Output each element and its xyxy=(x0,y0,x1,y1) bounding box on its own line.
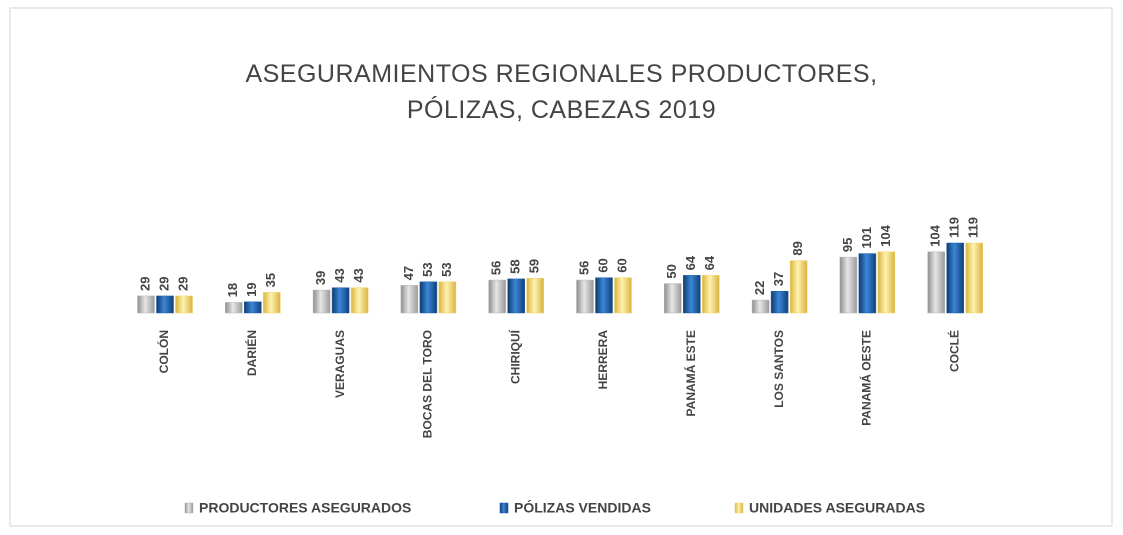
bar xyxy=(789,260,808,314)
x-tick-label: VERAGUAS xyxy=(333,330,347,398)
bar xyxy=(400,285,419,314)
legend-label: PRODUCTORES ASEGURADOS xyxy=(199,500,411,516)
value-label: 56 xyxy=(576,261,591,275)
bar xyxy=(576,279,594,314)
bar xyxy=(877,251,896,314)
bar xyxy=(702,275,720,314)
legend-label: PÓLIZAS VENDIDAS xyxy=(514,499,651,516)
value-label: 95 xyxy=(840,238,855,252)
value-label: 22 xyxy=(752,281,767,295)
chart-title: ASEGURAMIENTOS REGIONALES PRODUCTORES, P… xyxy=(245,60,878,124)
x-tick-label: LOS SANTOS xyxy=(772,330,786,408)
value-label: 58 xyxy=(508,259,523,273)
bar xyxy=(175,295,193,314)
bar xyxy=(225,302,243,314)
value-label: 29 xyxy=(175,276,190,290)
value-label: 35 xyxy=(263,273,278,287)
value-label: 119 xyxy=(947,217,962,238)
bar xyxy=(137,295,155,314)
value-label: 53 xyxy=(420,262,435,276)
value-label: 19 xyxy=(244,282,259,296)
value-label: 60 xyxy=(595,258,610,272)
value-label: 59 xyxy=(527,259,542,273)
bar xyxy=(156,295,174,314)
bar xyxy=(965,242,983,314)
bar xyxy=(526,278,544,314)
value-label: 47 xyxy=(401,266,416,280)
chart-frame xyxy=(9,7,1113,527)
bar xyxy=(683,275,701,314)
value-label: 101 xyxy=(859,227,874,249)
bar xyxy=(946,242,964,314)
bar xyxy=(331,287,350,314)
bar xyxy=(488,279,506,314)
bar xyxy=(614,277,632,314)
value-label: 39 xyxy=(313,271,328,285)
value-label: 89 xyxy=(790,241,805,255)
bar xyxy=(927,251,945,314)
legend-swatch xyxy=(184,502,194,514)
legend-swatch xyxy=(734,502,744,514)
legend-label: UNIDADES ASEGURADAS xyxy=(749,500,925,516)
value-label: 18 xyxy=(225,283,240,297)
bar xyxy=(751,299,770,314)
bar xyxy=(350,287,369,314)
bar xyxy=(839,256,858,314)
bar xyxy=(595,277,613,314)
legend-swatch xyxy=(499,502,509,514)
x-tick-label: CHIRIQUÍ xyxy=(507,329,522,384)
value-label: 119 xyxy=(966,217,981,238)
value-label: 60 xyxy=(614,258,629,272)
x-tick-label: COCLÉ xyxy=(946,330,961,372)
value-label: 50 xyxy=(664,264,679,278)
title-box: ASEGURAMIENTOS REGIONALES PRODUCTORES, P… xyxy=(0,56,1123,128)
bar xyxy=(858,253,877,314)
value-label: 29 xyxy=(156,276,171,290)
value-label: 37 xyxy=(771,272,786,286)
bar xyxy=(263,292,281,314)
x-tick-label: DARIÉN xyxy=(244,330,259,376)
x-tick-label: HERRERA xyxy=(596,330,610,390)
value-label: 56 xyxy=(489,261,504,275)
bar xyxy=(770,290,789,314)
value-label: 64 xyxy=(702,255,717,270)
value-label: 43 xyxy=(332,268,347,282)
bar xyxy=(507,278,525,314)
bar xyxy=(438,281,457,314)
value-label: 29 xyxy=(137,276,152,290)
value-label: 43 xyxy=(351,268,366,282)
value-label: 104 xyxy=(878,224,893,246)
value-label: 64 xyxy=(683,255,698,270)
x-tick-label: COLÓN xyxy=(156,330,171,373)
bar xyxy=(664,283,682,314)
x-tick-label: BOCAS DEL TORO xyxy=(421,330,435,438)
value-label: 53 xyxy=(439,262,454,276)
bar xyxy=(419,281,438,314)
value-label: 104 xyxy=(928,224,943,246)
bar xyxy=(244,301,262,314)
x-tick-label: PANAMÁ ESTE xyxy=(683,330,698,416)
x-tick-label: PANAMÁ OESTE xyxy=(859,330,874,426)
bar xyxy=(312,289,331,314)
